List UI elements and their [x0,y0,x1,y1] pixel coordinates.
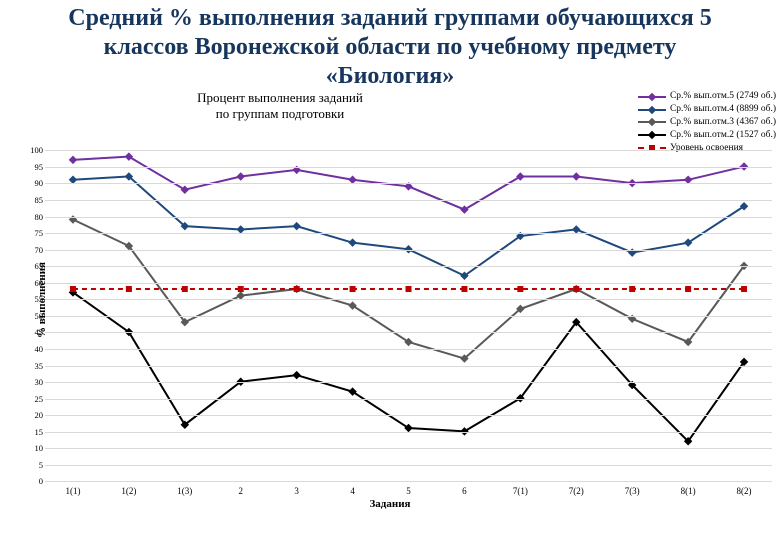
y-tick-label: 60 [28,278,43,288]
chart-subtitle: Процент выполнения заданийпо группам под… [0,90,560,121]
y-tick-label: 0 [28,476,43,486]
gridline [45,200,772,201]
plot-area [45,150,772,482]
y-tick-label: 45 [28,327,43,337]
series-marker [685,286,691,292]
gridline [45,299,772,300]
chart-legend: Ср.% вып.отм.5 (2749 об.)Ср.% вып.отм.4 … [638,90,776,154]
series-marker [517,286,523,292]
series-marker [350,286,356,292]
x-tick-label: 5 [406,486,411,496]
gridline [45,217,772,218]
series-marker [126,286,132,292]
gridline [45,183,772,184]
series-marker [292,222,300,230]
y-tick-label: 100 [28,145,43,155]
y-tick-label: 75 [28,228,43,238]
gridline [45,332,772,333]
x-tick-label: 8(2) [737,486,752,496]
series-marker [238,286,244,292]
series-marker [69,156,77,164]
series-marker [460,206,468,214]
legend-item: Ср.% вып.отм.4 (8899 об.) [638,103,776,116]
legend-item: Ср.% вып.отм.5 (2749 об.) [638,90,776,103]
series-marker [572,173,580,181]
series-marker [182,286,188,292]
gridline [45,167,772,168]
series-marker [125,153,133,161]
gridline [45,465,772,466]
y-tick-label: 25 [28,394,43,404]
series-marker [573,286,579,292]
gridline [45,250,772,251]
x-tick-label: 2 [238,486,243,496]
gridline [45,399,772,400]
gridline [45,150,772,151]
y-tick-label: 85 [28,195,43,205]
y-tick-label: 50 [28,311,43,321]
chart-container: Процент выполнения заданийпо группам под… [0,90,780,510]
series-marker [629,286,635,292]
x-tick-label: 6 [462,486,467,496]
x-tick-label: 4 [350,486,355,496]
y-tick-label: 65 [28,261,43,271]
series-marker [236,173,244,181]
y-tick-label: 10 [28,443,43,453]
y-tick-label: 40 [28,344,43,354]
series-marker [516,173,524,181]
series-marker [348,239,356,247]
series-marker [461,286,467,292]
y-tick-label: 20 [28,410,43,420]
x-tick-label: 1(2) [121,486,136,496]
gridline [45,432,772,433]
gridline [45,481,772,482]
series-marker [292,371,300,379]
x-tick-label: 7(3) [625,486,640,496]
series-marker [294,286,300,292]
gridline [45,382,772,383]
gridline [45,349,772,350]
x-tick-label: 1(1) [65,486,80,496]
legend-item: Ср.% вып.отм.2 (1527 об.) [638,129,776,142]
series-marker [181,186,189,194]
gridline [45,233,772,234]
x-tick-label: 7(1) [513,486,528,496]
gridline [45,316,772,317]
series-marker [70,286,76,292]
x-tick-label: 8(1) [681,486,696,496]
series-line [73,177,744,276]
y-tick-label: 5 [28,460,43,470]
y-tick-label: 35 [28,361,43,371]
gridline [45,266,772,267]
y-tick-label: 70 [28,245,43,255]
x-tick-label: 7(2) [569,486,584,496]
legend-item: Ср.% вып.отм.3 (4367 об.) [638,116,776,129]
y-tick-label: 55 [28,294,43,304]
gridline [45,415,772,416]
y-tick-label: 80 [28,212,43,222]
gridline [45,366,772,367]
y-tick-label: 30 [28,377,43,387]
page-title: Средний % выполнения заданий группами об… [0,0,780,90]
y-tick-label: 15 [28,427,43,437]
x-tick-label: 3 [294,486,299,496]
gridline [45,283,772,284]
x-tick-label: 1(3) [177,486,192,496]
y-tick-label: 90 [28,178,43,188]
gridline [45,448,772,449]
y-tick-label: 95 [28,162,43,172]
series-marker [741,286,747,292]
x-axis-label: Задания [0,498,780,510]
series-marker [406,286,412,292]
